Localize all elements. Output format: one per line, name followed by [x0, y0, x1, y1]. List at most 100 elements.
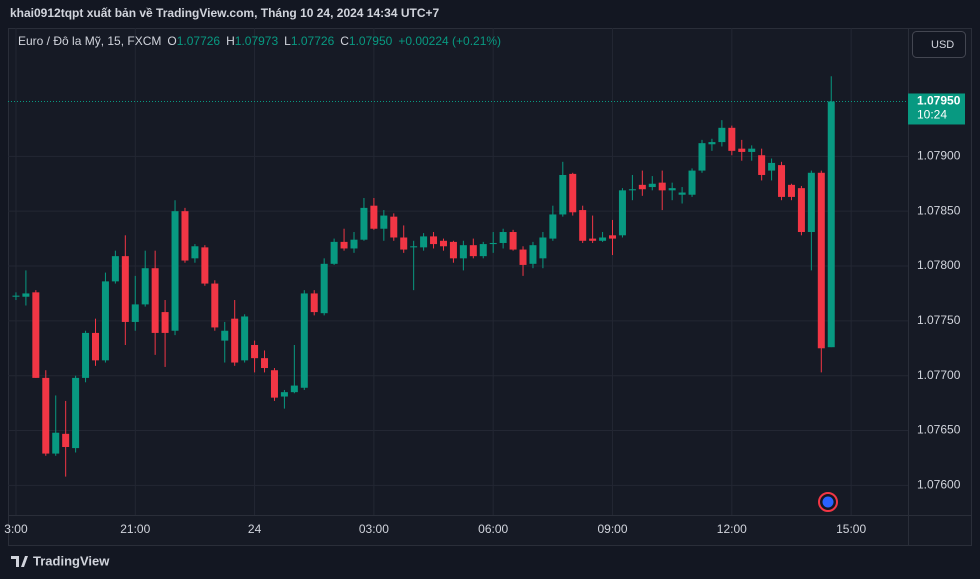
candle-body: [191, 246, 199, 259]
candle-body: [52, 432, 60, 454]
ohlc-key: O: [167, 34, 176, 48]
candle-body: [22, 293, 30, 297]
ohlc-value: 1.07973: [235, 34, 279, 48]
candle-body: [221, 330, 229, 341]
candle-body: [609, 235, 617, 239]
brand-name: TradingView: [33, 553, 110, 568]
candle-body: [678, 192, 686, 195]
candle-body: [251, 344, 259, 359]
symbol-name: Euro / Đô la Mỹ, 15, FXCM: [18, 34, 161, 48]
candle-body: [360, 207, 368, 240]
candle-body: [310, 293, 318, 313]
candle-body: [827, 101, 835, 348]
publisher-line: khai0912tqpt xuất bản về TradingView.com…: [10, 6, 439, 20]
candle-body: [539, 237, 547, 259]
y-tick-label: 1.07800: [917, 258, 961, 272]
event-icon[interactable]: [818, 492, 838, 512]
candle-body: [231, 318, 239, 363]
ohlc-value: 1.07950: [349, 34, 393, 48]
candle-body: [489, 242, 497, 245]
x-tick-label: 15:00: [836, 522, 866, 536]
candle-body: [638, 184, 646, 190]
candle-body: [787, 184, 795, 197]
candle-body: [529, 245, 537, 264]
candle-body: [151, 268, 159, 333]
candle-body: [469, 245, 477, 257]
candle-body: [290, 385, 298, 393]
currency-label[interactable]: USD: [931, 39, 954, 51]
candle-body: [439, 240, 447, 247]
candle-body: [141, 268, 149, 305]
brand: TradingView: [11, 553, 110, 568]
candle-body: [430, 236, 438, 245]
candle-body: [410, 246, 418, 248]
candle-body: [400, 237, 408, 250]
candle-body: [807, 172, 815, 233]
candle-body: [32, 292, 40, 378]
candle-body: [280, 392, 288, 397]
candle-body: [101, 281, 109, 361]
y-tick-label: 1.07600: [917, 478, 961, 492]
candle-body: [738, 148, 746, 152]
candle-body: [370, 205, 378, 229]
candle-body: [111, 256, 119, 282]
ohlc-key: L: [284, 34, 291, 48]
candle-body: [261, 358, 269, 369]
candle-body: [618, 190, 626, 236]
ohlc-key: H: [226, 34, 235, 48]
y-tick-label: 1.07900: [917, 149, 961, 163]
x-tick-label: 12:00: [717, 522, 747, 536]
candle-body: [708, 142, 716, 145]
candle-body: [509, 232, 517, 250]
candle-body: [82, 332, 90, 378]
countdown-label: 10:24: [917, 108, 947, 122]
ohlc-value: 1.07726: [177, 34, 221, 48]
candle-body: [559, 174, 567, 215]
brand-logo: [11, 556, 28, 567]
event-dot[interactable]: [822, 496, 834, 508]
last-price-badge: [908, 93, 965, 125]
x-tick-label: 03:00: [359, 522, 389, 536]
x-tick-label: 24: [248, 522, 262, 536]
candle-body: [479, 244, 487, 257]
candle-body: [390, 216, 398, 238]
candle-body: [599, 237, 607, 241]
candle-body: [728, 127, 736, 151]
candle-body: [797, 188, 805, 233]
candle-body: [12, 295, 20, 297]
change: +0.00224 (+0.21%): [398, 34, 501, 48]
candle-body: [211, 283, 219, 328]
candle-body: [340, 241, 348, 249]
candle-body: [181, 211, 189, 261]
candle-body: [817, 172, 825, 349]
candle-body: [330, 241, 338, 264]
candle-body: [758, 155, 766, 175]
candle-body: [628, 189, 636, 191]
candle-body: [241, 316, 249, 361]
y-tick-label: 1.07850: [917, 203, 961, 217]
candle-body: [459, 245, 467, 259]
x-tick-label: 09:00: [597, 522, 627, 536]
last-price-label: 1.07950: [917, 94, 961, 108]
currency-button[interactable]: [912, 31, 966, 58]
chart-frame: [8, 28, 972, 546]
candle-body: [449, 241, 457, 259]
candle-body: [519, 249, 527, 265]
y-tick-label: 1.07750: [917, 313, 961, 327]
candle-body: [668, 188, 676, 191]
x-tick-label: 3:00: [4, 522, 28, 536]
candle-body: [201, 247, 209, 284]
candles: [8, 76, 908, 477]
x-tick-label: 21:00: [120, 522, 150, 536]
candle-body: [549, 214, 557, 239]
candle-body: [171, 211, 179, 331]
candle-body: [768, 162, 776, 171]
ohlc-key: C: [340, 34, 349, 48]
y-tick-label: 1.07650: [917, 423, 961, 437]
candle-body: [718, 127, 726, 143]
candle-body: [42, 377, 50, 454]
symbol-legend: Euro / Đô la Mỹ, 15, FXCM O1.07726 H1.0797…: [18, 34, 501, 48]
candle-body: [380, 215, 388, 229]
